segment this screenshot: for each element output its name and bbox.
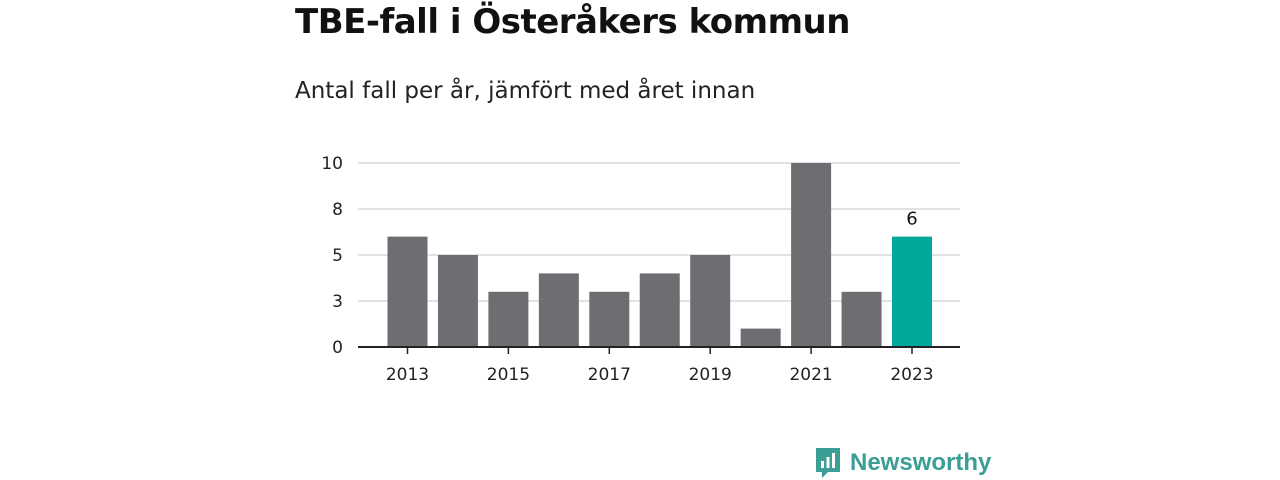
x-tick-label: 2019 — [689, 365, 732, 385]
x-tick-label: 2015 — [487, 365, 530, 385]
y-tick-label: 8 — [332, 200, 343, 220]
bar-2021 — [791, 163, 832, 347]
y-tick-label: 3 — [332, 292, 343, 312]
data-label-2023: 6 — [906, 209, 917, 230]
chart-subtitle: Antal fall per år, jämfört med året inna… — [295, 78, 756, 104]
bar-2019 — [690, 255, 731, 347]
bar-2018 — [639, 273, 680, 347]
labels: 0 3 5 8 10 2013 2015 2017 2019 2021 2023 6 — [321, 154, 933, 385]
x-tick-label: 2017 — [588, 365, 631, 385]
x-tick-label: 2023 — [890, 365, 933, 385]
y-tick-label: 10 — [321, 154, 343, 174]
newsworthy-logo-icon — [816, 448, 840, 478]
bar-2014 — [437, 255, 478, 347]
bar-2016 — [538, 273, 579, 347]
bar-2022 — [841, 291, 882, 347]
axes — [358, 346, 960, 354]
bars — [387, 163, 932, 347]
brand-name: Newsworthy — [850, 449, 992, 476]
x-tick-label: 2021 — [789, 365, 832, 385]
chart-title: TBE-fall i Österåkers kommun — [295, 2, 850, 42]
bar-2017 — [589, 291, 630, 347]
bar-2013 — [387, 236, 428, 347]
y-tick-label: 5 — [332, 246, 343, 266]
bar-2023 — [892, 236, 932, 347]
bar-2015 — [488, 291, 529, 347]
y-tick-label: 0 — [332, 338, 343, 358]
brand-logo: Newsworthy — [814, 446, 991, 480]
bar-2020 — [740, 328, 781, 347]
x-tick-label: 2013 — [386, 365, 429, 385]
